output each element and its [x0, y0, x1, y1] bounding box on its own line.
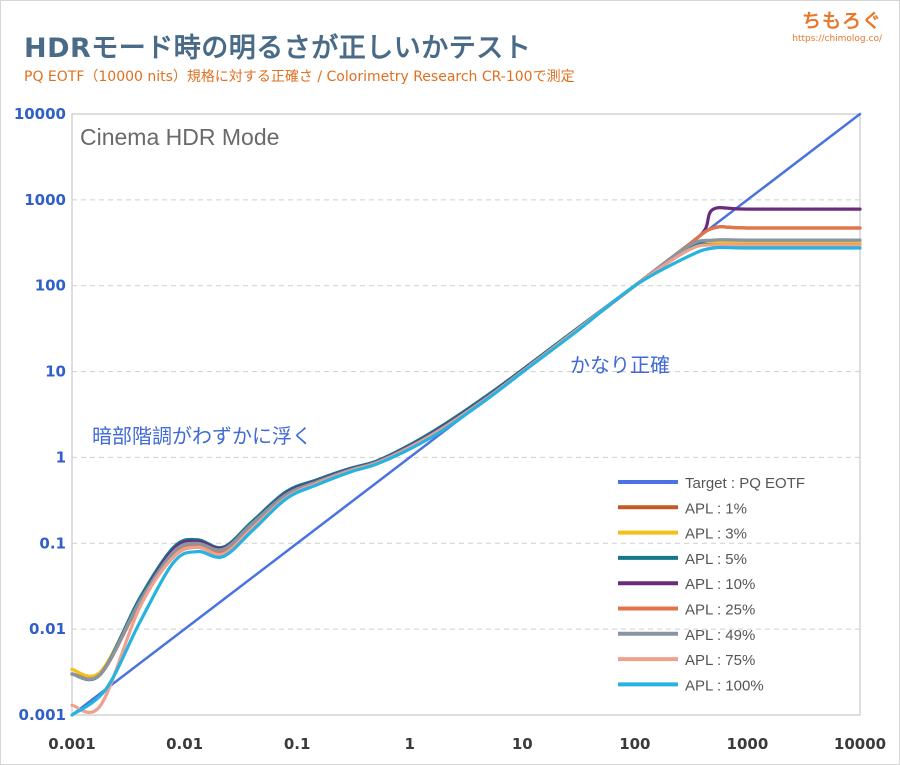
annotation-dark-gradation: 暗部階調がわずかに浮く — [92, 424, 312, 448]
series-line — [70, 245, 862, 717]
page-title: HDRモード時の明るさが正しいかテスト — [24, 33, 532, 64]
legend-item-label: APL : 49% — [685, 627, 755, 644]
x-tick-label: 1 — [404, 735, 414, 753]
brand-url: https://chimolog.co/ — [792, 34, 882, 44]
x-tick-label: 0.001 — [48, 735, 95, 753]
legend-item-label: APL : 1% — [685, 500, 747, 517]
series-lines — [70, 112, 862, 717]
y-tick-label: 0.001 — [19, 706, 66, 724]
chart-legend: Target : PQ EOTF APL : 1% APL : 3% APL : 5%… — [618, 475, 805, 694]
legend-item-label: APL : 10% — [685, 576, 755, 593]
x-tick-label: 10000 — [834, 735, 886, 753]
brand-name: ちもろぐ — [801, 10, 882, 32]
y-tick-label: 1000 — [24, 191, 66, 209]
legend-item-label: APL : 25% — [685, 602, 755, 619]
y-tick-label: 1 — [56, 448, 66, 466]
x-tick-label: 0.1 — [284, 735, 311, 753]
page-subtitle: PQ EOTF（10000 nits）規格に対する正確さ / Colorimet… — [24, 69, 575, 85]
legend-item-label: APL : 3% — [685, 526, 747, 543]
y-tick-label: 0.1 — [39, 534, 66, 552]
legend-item-label: Target : PQ EOTF — [685, 475, 805, 492]
x-tick-label: 0.01 — [166, 735, 203, 753]
brand-logo: ちもろぐ https://chimolog.co/ — [792, 6, 882, 44]
x-tick-label: 1000 — [727, 735, 769, 753]
x-tick-label: 100 — [619, 735, 650, 753]
y-tick-label: 10 — [45, 363, 66, 381]
y-tick-label: 10000 — [14, 105, 66, 123]
chart-mode-title: Cinema HDR Mode — [80, 124, 279, 150]
y-tick-label: 0.01 — [29, 620, 66, 638]
legend-item-label: APL : 100% — [685, 677, 764, 694]
legend-item-label: APL : 5% — [685, 551, 747, 568]
y-tick-label: 100 — [35, 277, 66, 295]
x-tick-label: 10 — [512, 735, 533, 753]
legend-item-label: APL : 75% — [685, 652, 755, 669]
x-axis-ticks: 0.001 0.01 0.1 1 10 100 1000 10000 — [48, 735, 886, 753]
annotation-accurate: かなり正確 — [570, 353, 670, 377]
y-axis-ticks: 0.001 0.01 0.1 1 10 100 1000 10000 — [14, 105, 66, 724]
